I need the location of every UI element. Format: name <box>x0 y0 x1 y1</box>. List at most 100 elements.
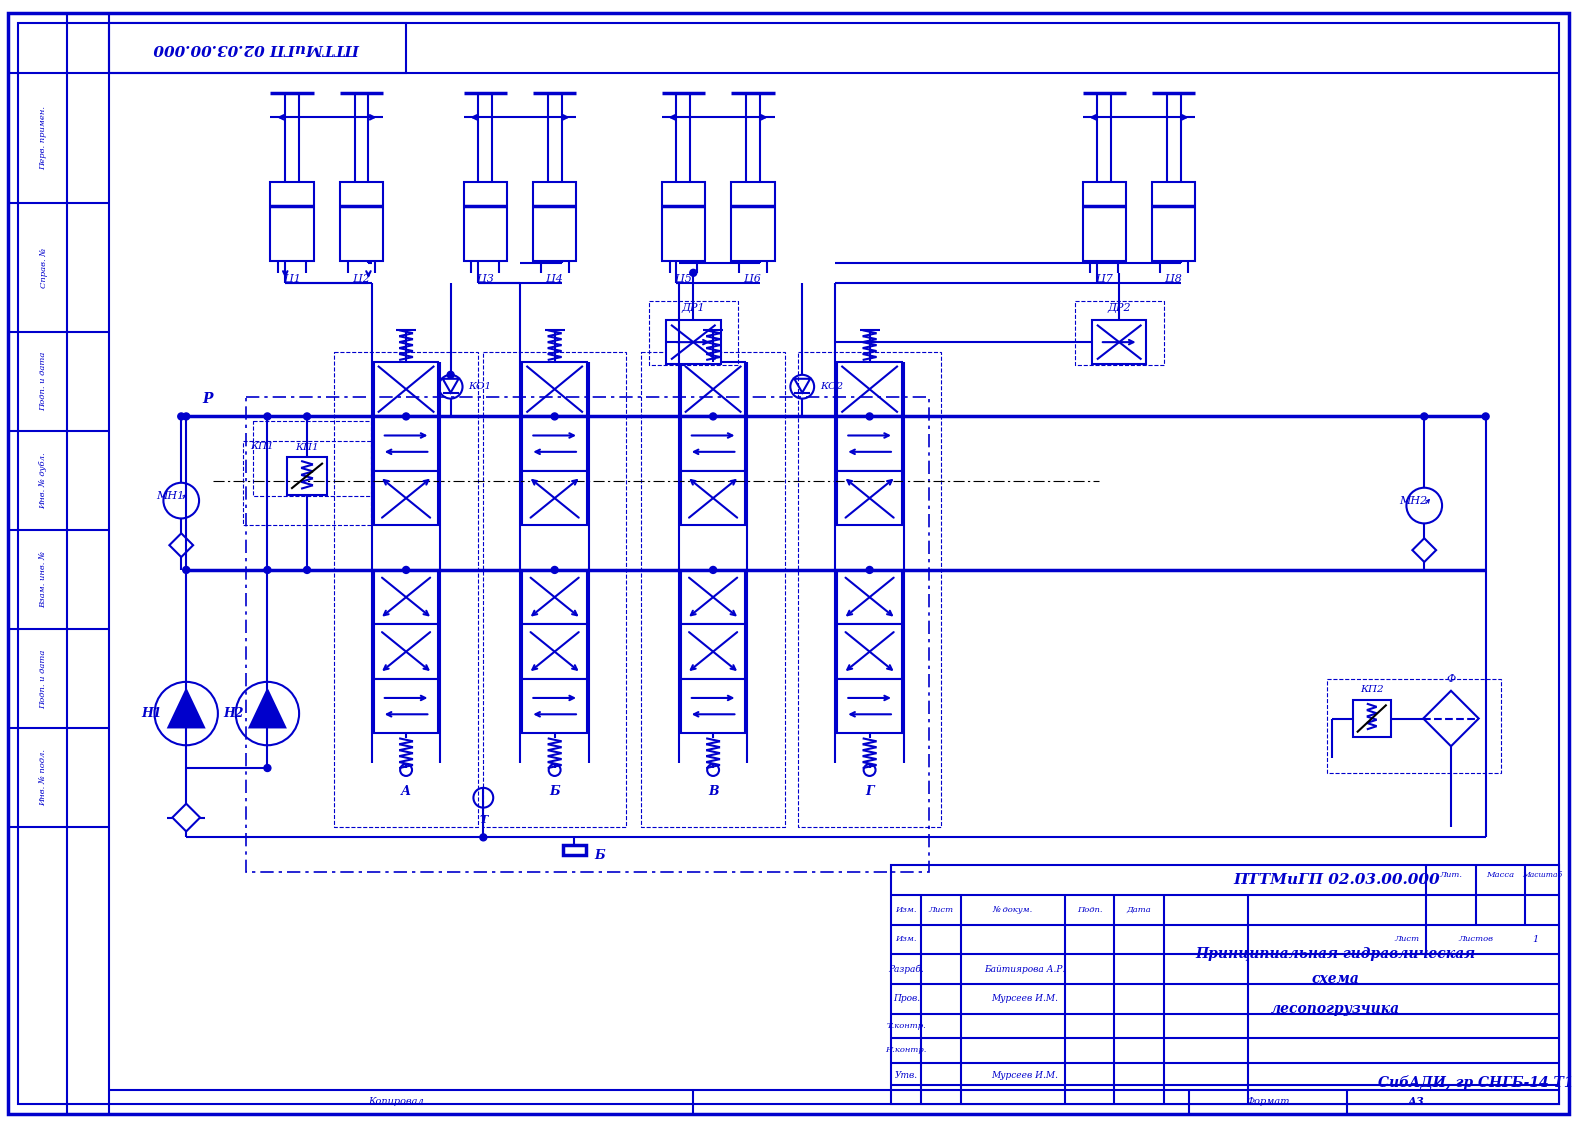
Circle shape <box>264 764 271 772</box>
Text: Лист: Лист <box>928 906 954 914</box>
Text: Т.контр.: Т.контр. <box>887 1021 927 1030</box>
Text: КП2: КП2 <box>1360 685 1383 694</box>
Text: Байтиярова А.Р.: Байтиярова А.Р. <box>984 965 1065 974</box>
Bar <box>374 362 438 416</box>
Text: Изм.: Изм. <box>895 906 917 914</box>
Bar <box>253 421 371 496</box>
Text: А3: А3 <box>1407 1097 1425 1108</box>
Text: Ц3: Ц3 <box>478 274 494 284</box>
Bar <box>287 458 326 495</box>
Circle shape <box>866 567 872 574</box>
Text: Подп. и дата: Подп. и дата <box>40 649 48 709</box>
Text: Разраб.: Разраб. <box>888 965 923 974</box>
Text: Ц5: Ц5 <box>675 274 693 284</box>
Circle shape <box>1482 412 1489 420</box>
Text: СибАДИ, гр СНГБ-14 Т1: СибАДИ, гр СНГБ-14 Т1 <box>1379 1075 1573 1091</box>
Bar <box>681 678 745 734</box>
Bar <box>1153 181 1196 261</box>
Bar <box>662 181 705 261</box>
Text: Б: Б <box>549 786 560 798</box>
Text: МН1: МН1 <box>156 490 185 500</box>
Bar <box>1083 181 1126 261</box>
Bar <box>108 24 406 73</box>
Bar <box>339 181 384 261</box>
Polygon shape <box>250 690 285 727</box>
Text: Подп.: Подп. <box>1076 906 1102 914</box>
Bar <box>798 352 941 827</box>
Text: Мурсеев И.М.: Мурсеев И.М. <box>992 1071 1059 1080</box>
Text: В: В <box>708 786 718 798</box>
Text: Формат: Формат <box>1247 1098 1290 1107</box>
Text: ПТТМиГП 02.03.00.000: ПТТМиГП 02.03.00.000 <box>154 41 361 55</box>
Circle shape <box>264 412 271 420</box>
Text: КП1: КП1 <box>250 442 274 451</box>
Text: Масса: Масса <box>1487 871 1514 879</box>
Circle shape <box>551 412 559 420</box>
Text: Подп. и дата: Подп. и дата <box>40 352 48 411</box>
Text: Н.контр.: Н.контр. <box>885 1046 927 1054</box>
Bar <box>837 471 901 525</box>
Bar <box>245 397 930 872</box>
Text: Взам. инв. №: Взам. инв. № <box>40 551 48 609</box>
Bar <box>522 570 587 624</box>
Bar <box>837 624 901 678</box>
Text: Справ. №: Справ. № <box>40 248 48 287</box>
Text: № докум.: № докум. <box>992 906 1032 914</box>
Bar <box>522 416 587 471</box>
Bar <box>642 352 785 827</box>
Text: МН2: МН2 <box>1399 496 1428 506</box>
Text: Инв. № дубл.: Инв. № дубл. <box>40 452 48 509</box>
Bar <box>1075 301 1164 365</box>
Text: Листов: Листов <box>1458 935 1493 943</box>
Bar <box>1328 678 1501 773</box>
Text: Изм.: Изм. <box>895 935 917 943</box>
Text: Мурсеев И.М.: Мурсеев И.М. <box>992 994 1059 1003</box>
Bar <box>731 181 775 261</box>
Bar <box>648 301 737 365</box>
Circle shape <box>447 372 454 379</box>
Text: лесопогрузчика: лесопогрузчика <box>1270 1002 1399 1015</box>
Bar <box>892 866 1559 1103</box>
Text: КО1: КО1 <box>468 382 492 391</box>
Bar <box>681 570 745 624</box>
Bar <box>681 471 745 525</box>
Text: Лит.: Лит. <box>1439 871 1463 879</box>
Circle shape <box>1420 412 1428 420</box>
Circle shape <box>183 567 189 574</box>
Bar <box>522 624 587 678</box>
Bar <box>334 352 478 827</box>
Text: Масштаб: Масштаб <box>1522 871 1562 879</box>
Text: Пров.: Пров. <box>893 994 920 1003</box>
Text: Н1: Н1 <box>142 707 162 720</box>
Bar <box>837 678 901 734</box>
Text: Ц2: Ц2 <box>353 274 369 284</box>
Text: Г: Г <box>866 786 874 798</box>
Bar <box>522 471 587 525</box>
Bar <box>837 416 901 471</box>
Circle shape <box>264 567 271 574</box>
Bar <box>374 678 438 734</box>
Bar <box>374 570 438 624</box>
Bar <box>463 181 508 261</box>
Bar <box>665 320 721 364</box>
Text: ДР2: ДР2 <box>1108 303 1130 313</box>
Text: КО2: КО2 <box>820 382 844 391</box>
Text: 1: 1 <box>1532 935 1538 944</box>
Bar <box>837 570 901 624</box>
Text: ДР1: ДР1 <box>681 303 705 313</box>
Bar <box>522 362 587 416</box>
Circle shape <box>551 567 559 574</box>
Text: ПТТМиГП 02.03.00.000: ПТТМиГП 02.03.00.000 <box>1234 873 1441 887</box>
Circle shape <box>403 567 409 574</box>
Bar <box>562 845 586 855</box>
Bar <box>522 678 587 734</box>
Circle shape <box>178 412 185 420</box>
Text: А: А <box>401 786 411 798</box>
Circle shape <box>403 412 409 420</box>
Circle shape <box>183 412 189 420</box>
Bar <box>374 471 438 525</box>
Text: Дата: Дата <box>1127 906 1151 914</box>
Text: схема: схема <box>1312 971 1360 986</box>
Text: Принципиальная гидравлическая: Принципиальная гидравлическая <box>1196 947 1476 961</box>
Text: Б: Б <box>594 849 605 862</box>
